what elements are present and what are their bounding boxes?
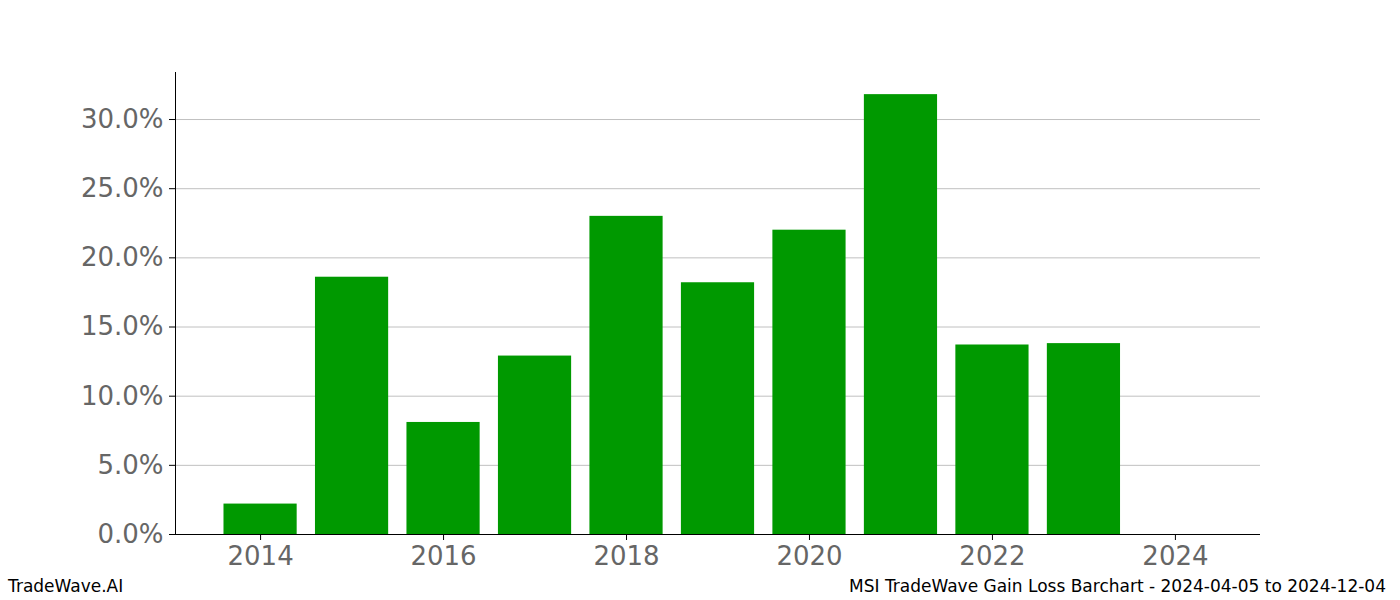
svg-text:2024: 2024 [1142,541,1208,570]
svg-text:10.0%: 10.0% [81,380,164,410]
html-text:TradeWave.AI: TradeWave.AI [8,576,124,596]
svg-text:2022: 2022 [959,541,1025,570]
html-text:MSI TradeWave Gain Loss Barcha: MSI TradeWave Gain Loss Barchart - 2024-… [849,576,1386,596]
svg-text:25.0%: 25.0% [81,173,164,203]
svg-text:15.0%: 15.0% [81,311,164,341]
svg-text:20.0%: 20.0% [81,242,164,272]
svg-text:2014: 2014 [227,541,293,570]
svg-text:2016: 2016 [410,541,476,570]
svg-text:0.0%: 0.0% [97,519,163,549]
svg-text:5.0%: 5.0% [97,450,163,480]
svg-text:2018: 2018 [593,541,659,570]
svg-text:30.0%: 30.0% [81,104,164,134]
svg-text:2020: 2020 [776,541,842,570]
